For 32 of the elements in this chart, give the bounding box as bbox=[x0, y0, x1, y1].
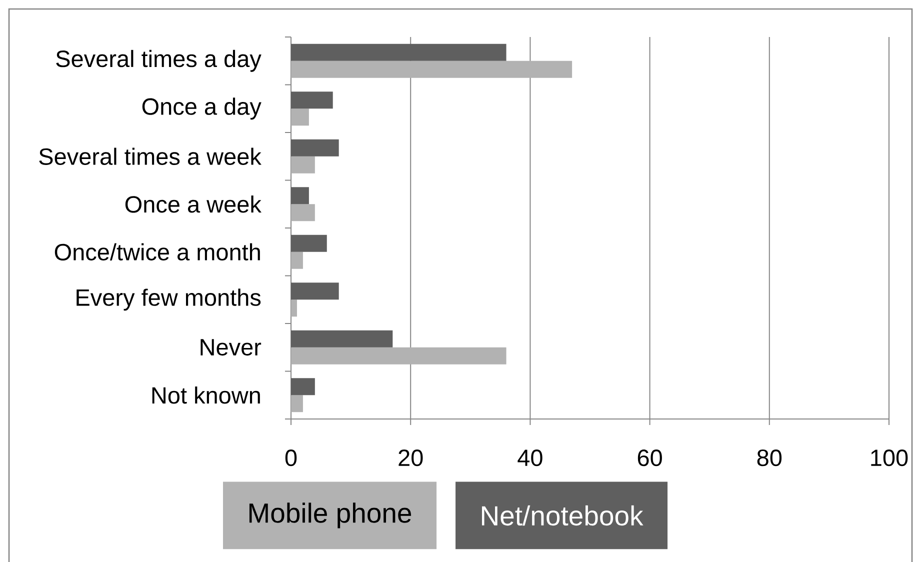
y-tick-label: Once/twice a month bbox=[54, 243, 260, 260]
text: Mobile phone bbox=[249, 502, 412, 528]
bar bbox=[291, 204, 315, 222]
bar bbox=[291, 139, 339, 156]
bar bbox=[291, 252, 303, 269]
y-tick-label: Once a day bbox=[142, 98, 262, 120]
x-tick-label: 20 bbox=[398, 450, 423, 466]
x-tick-label: 60 bbox=[638, 450, 662, 466]
x-tick-label: 100 bbox=[871, 450, 908, 466]
bar bbox=[291, 300, 297, 317]
bar bbox=[291, 378, 315, 396]
bar bbox=[291, 44, 506, 61]
y-tick-label: Once a week bbox=[125, 196, 262, 213]
bar bbox=[291, 60, 572, 78]
y-tick-label: Every few months bbox=[76, 288, 261, 311]
x-tick-label: 0 bbox=[285, 450, 297, 466]
bar bbox=[291, 92, 333, 109]
y-tick-label: Never bbox=[200, 339, 262, 356]
bar bbox=[291, 187, 309, 204]
bar bbox=[291, 395, 303, 412]
x-tick-label: 80 bbox=[757, 450, 782, 466]
y-tick-label: Several times a day bbox=[56, 50, 262, 72]
bar bbox=[291, 347, 506, 364]
bar bbox=[291, 108, 309, 126]
text: Net/notebook bbox=[482, 505, 644, 526]
bar bbox=[291, 234, 327, 252]
bar bbox=[291, 330, 393, 348]
bar bbox=[291, 282, 339, 300]
y-tick-label: Several times a week bbox=[39, 148, 262, 166]
y-tick-label: Not known bbox=[152, 386, 260, 404]
x-tick-label: 40 bbox=[518, 450, 542, 466]
bar bbox=[291, 156, 315, 174]
